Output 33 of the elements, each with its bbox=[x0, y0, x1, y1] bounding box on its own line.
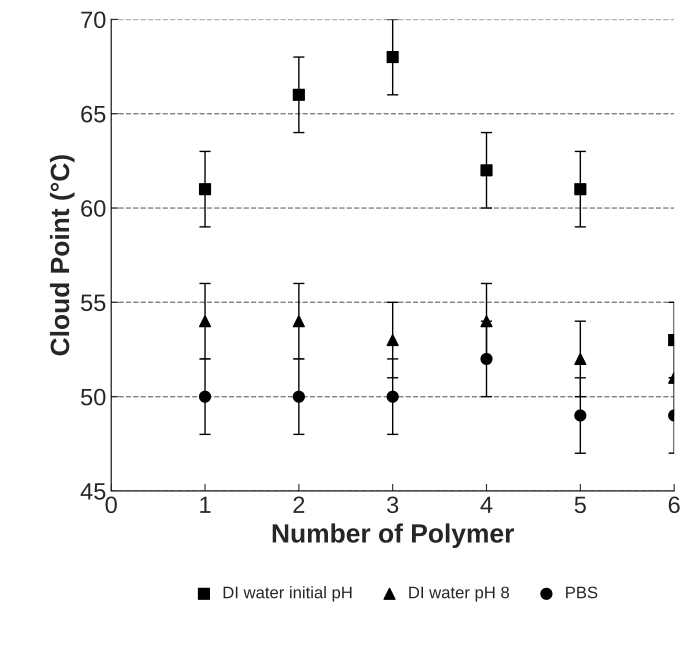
x-tick-label: 5 bbox=[574, 496, 586, 514]
y-tick-label: 65 bbox=[81, 106, 106, 122]
point bbox=[198, 183, 212, 196]
y-tick-label: 45 bbox=[80, 483, 106, 500]
point bbox=[386, 390, 399, 403]
y-axis-title: Cloud Point (°C) bbox=[50, 155, 75, 356]
point bbox=[574, 183, 586, 196]
point bbox=[480, 315, 493, 328]
x-tick-label: 6 bbox=[668, 496, 680, 514]
x-tick-label: 4 bbox=[480, 496, 492, 513]
point bbox=[574, 352, 586, 365]
legend-label: PBS bbox=[566, 586, 598, 598]
legend-label: DI water pH 8 bbox=[409, 586, 510, 602]
point bbox=[198, 390, 212, 403]
y-tick-label: 55 bbox=[81, 294, 106, 312]
y-tick-label: 50 bbox=[81, 388, 106, 406]
point bbox=[480, 164, 493, 176]
point bbox=[292, 390, 305, 403]
point bbox=[198, 315, 212, 328]
x-tick-label: 3 bbox=[387, 496, 398, 514]
legend-label: DI water initial pH bbox=[224, 586, 352, 602]
x-tick-label: 2 bbox=[293, 496, 304, 513]
x-tick-label: 0 bbox=[106, 496, 117, 514]
point bbox=[386, 51, 399, 64]
point bbox=[386, 334, 399, 346]
point bbox=[292, 88, 305, 101]
point bbox=[292, 315, 305, 328]
point bbox=[574, 409, 586, 422]
y-tick-label: 60 bbox=[81, 200, 106, 217]
x-tick-label: 1 bbox=[200, 496, 210, 513]
point bbox=[480, 352, 493, 365]
x-axis-title: Number of Polymer bbox=[272, 523, 514, 548]
y-tick-label: 70 bbox=[81, 11, 106, 28]
